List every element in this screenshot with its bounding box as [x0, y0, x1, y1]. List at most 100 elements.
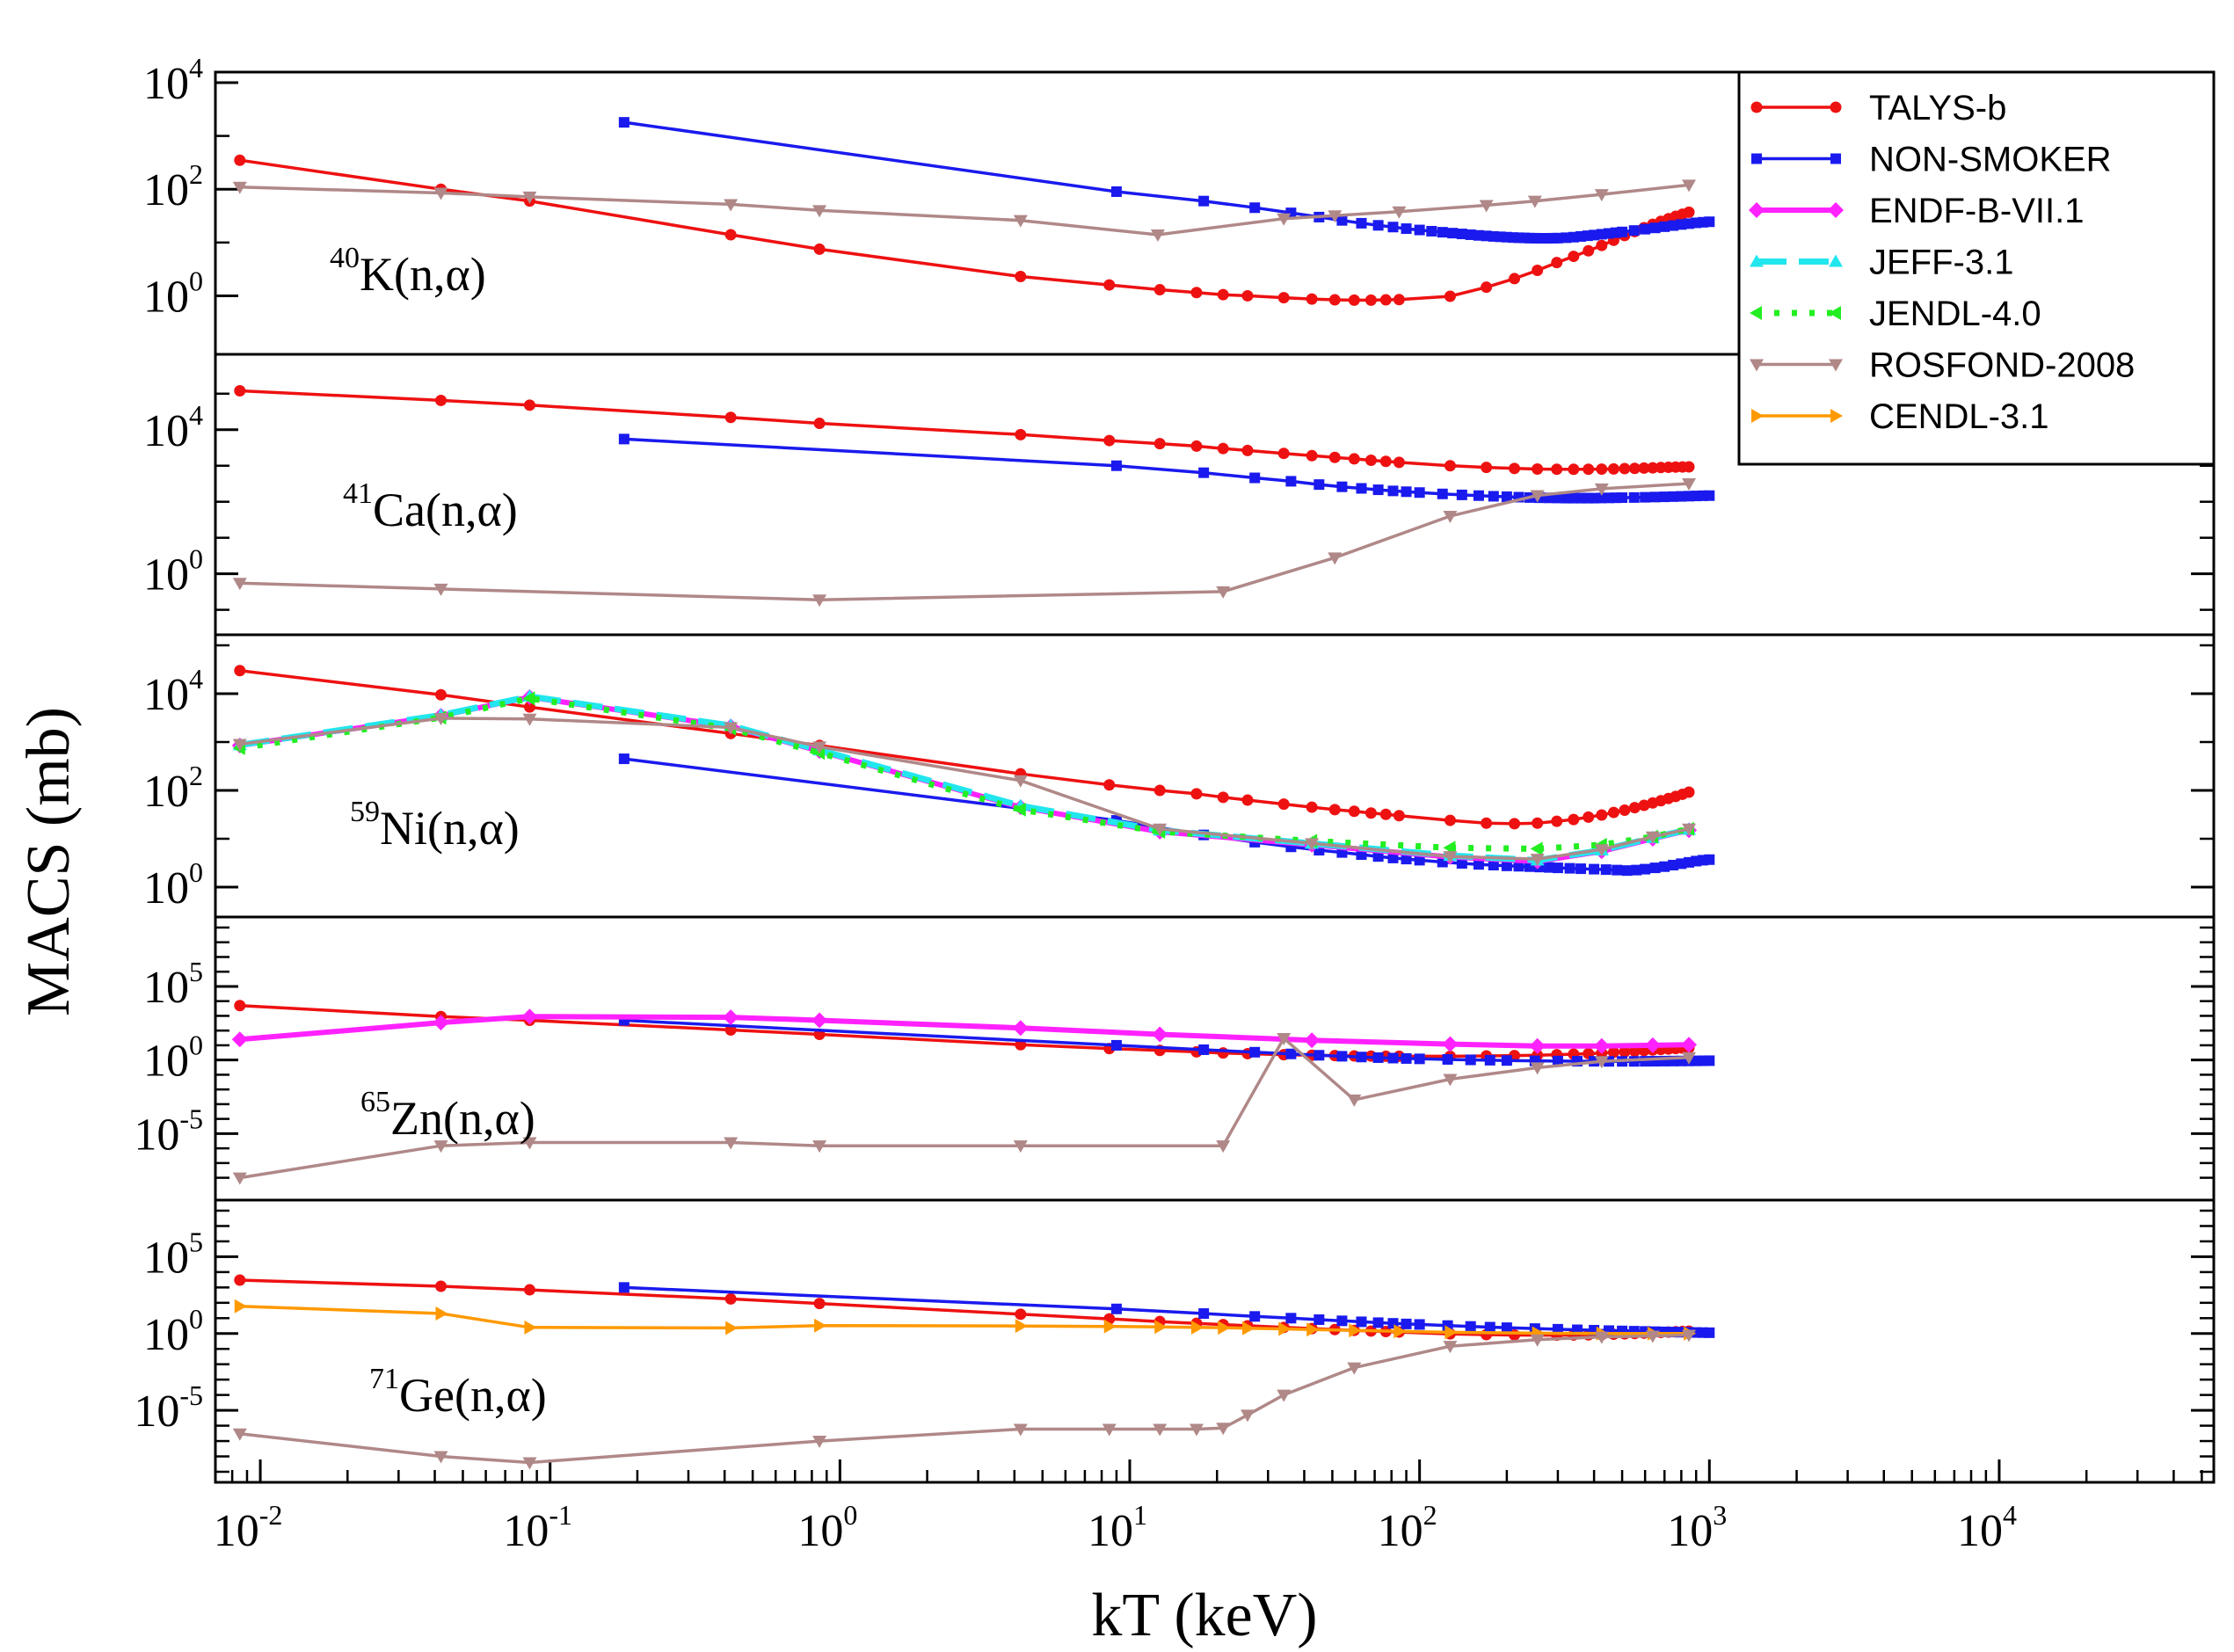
data-point-rosfond — [1443, 1073, 1458, 1087]
legend-label: JEFF-3.1 — [1869, 244, 2013, 282]
y-tick-exponent: -5 — [179, 1379, 203, 1411]
data-point-talys — [724, 229, 737, 241]
x-tick-base: 10 — [503, 1506, 549, 1556]
data-point-rosfond — [522, 1457, 537, 1470]
data-point-rosfond — [1530, 1334, 1545, 1347]
data-point-nonsmoker — [1659, 221, 1670, 232]
x-axis: 10-2 10-1 100 101 102 103 104 — [214, 1459, 2203, 1556]
data-point-cendl — [1444, 1325, 1458, 1340]
data-point-rosfond — [1392, 206, 1407, 219]
y-tick-label: 10-5 — [134, 1379, 203, 1437]
legend: TALYS-b NON-SMOKER ENDF-B-VII.1 JEFF-3.1 JEN… — [1737, 70, 2216, 466]
data-point-nonsmoker — [1401, 854, 1412, 865]
data-point-talys — [1444, 460, 1456, 472]
data-point-nonsmoker — [1198, 467, 1210, 478]
y-tick-base: 10 — [143, 550, 189, 600]
series-line-cendl — [239, 1304, 1689, 1335]
data-point-rosfond — [232, 1172, 247, 1185]
legend-entry-talys: TALYS-b — [1750, 89, 2006, 127]
panel-label-mass: 41 — [343, 477, 373, 510]
data-point-rosfond — [1241, 1409, 1255, 1423]
data-point-rosfond — [1189, 1423, 1204, 1437]
data-point-talys — [1583, 463, 1595, 476]
data-point-nonsmoker — [1198, 1044, 1210, 1055]
data-point-talys — [435, 1280, 448, 1292]
data-point-talys — [1190, 287, 1203, 299]
data-point-talys — [724, 411, 737, 424]
x-tick-label: 101 — [1088, 1499, 1147, 1556]
data-point-talys — [1153, 438, 1166, 450]
data-point-talys — [1551, 815, 1563, 827]
data-point-rosfond — [1682, 179, 1697, 193]
x-tick-exponent: 2 — [1423, 1499, 1437, 1531]
data-point-talys — [1015, 428, 1027, 440]
data-point-talys — [234, 154, 246, 166]
data-point-talys — [1241, 444, 1254, 456]
panel-label: 71Ge(n,α) — [369, 1363, 547, 1422]
data-point-rosfond — [232, 181, 247, 194]
data-point-cendl — [1349, 1323, 1362, 1338]
data-point-cendl — [814, 1318, 827, 1333]
data-point-nonsmoker — [1544, 862, 1555, 873]
legend-box — [1737, 70, 2216, 466]
data-point-nonsmoker — [1704, 216, 1715, 228]
data-point-talys — [1103, 779, 1116, 791]
y-tick-label: 100 — [143, 1030, 203, 1087]
data-point-talys — [1647, 462, 1659, 474]
data-point-nonsmoker — [1285, 476, 1297, 487]
data-point-rosfond — [1277, 1032, 1292, 1045]
data-point-nonsmoker — [1456, 857, 1467, 869]
data-point-nonsmoker — [1336, 215, 1348, 226]
data-point-talys — [1348, 805, 1360, 818]
data-point-talys — [813, 1298, 826, 1310]
data-point-nonsmoker — [1387, 485, 1399, 497]
data-point-rosfond — [1102, 1423, 1117, 1437]
data-point-nonsmoker — [1401, 223, 1412, 235]
data-point-talys — [1596, 463, 1608, 476]
panel-label: 41Ca(n,α) — [343, 477, 518, 536]
y-tick-label: 104 — [143, 399, 203, 456]
data-point-talys — [1379, 808, 1392, 820]
data-point-rosfond — [1153, 1423, 1168, 1437]
data-point-nonsmoker — [1387, 222, 1399, 233]
data-point-nonsmoker — [1704, 1055, 1715, 1066]
data-point-talys — [1190, 440, 1203, 452]
data-point-talys — [1509, 273, 1521, 285]
y-tick-exponent: 4 — [189, 52, 203, 84]
plot-series — [231, 117, 1715, 1470]
panel-frame — [214, 915, 2216, 1202]
legend-label: ENDF-B-VII.1 — [1869, 192, 2084, 230]
data-point-nonsmoker — [1617, 226, 1628, 237]
data-point-talys — [1551, 463, 1563, 476]
data-point-rosfond — [1645, 1330, 1660, 1343]
data-point-cendl — [1103, 1319, 1117, 1334]
y-tick-exponent: 4 — [189, 399, 203, 431]
data-point-talys — [1568, 251, 1580, 263]
x-tick-label: 104 — [1957, 1499, 2017, 1556]
data-point-nonsmoker — [1456, 489, 1467, 500]
data-point-rosfond — [1277, 1389, 1292, 1402]
data-point-talys — [1364, 294, 1377, 306]
x-tick-base: 10 — [797, 1506, 843, 1556]
panel-label: 65Zn(n,α) — [360, 1086, 535, 1145]
data-point-talys — [1481, 817, 1493, 829]
data-point-nonsmoker — [1668, 491, 1679, 502]
y-tick-base: 10 — [143, 59, 189, 109]
data-point-rosfond — [1682, 1052, 1697, 1065]
y-tick-exponent: 2 — [189, 760, 203, 791]
panel-label-reaction: Zn(n,α) — [390, 1092, 535, 1145]
data-point-talys — [1683, 206, 1695, 218]
data-point-nonsmoker — [1198, 1308, 1210, 1320]
x-tick-base: 10 — [214, 1506, 259, 1556]
y-tick-label: 100 — [143, 543, 203, 600]
data-point-rosfond — [1645, 831, 1660, 844]
data-point-talys — [435, 688, 448, 701]
data-point-talys — [1241, 289, 1254, 302]
data-point-rosfond — [1530, 1062, 1545, 1075]
data-point-nonsmoker — [1414, 1319, 1425, 1330]
data-point-talys — [1619, 1045, 1631, 1058]
data-point-nonsmoker — [1501, 1055, 1512, 1066]
panel-plot — [231, 665, 1715, 877]
x-tick-base: 10 — [1088, 1506, 1133, 1556]
